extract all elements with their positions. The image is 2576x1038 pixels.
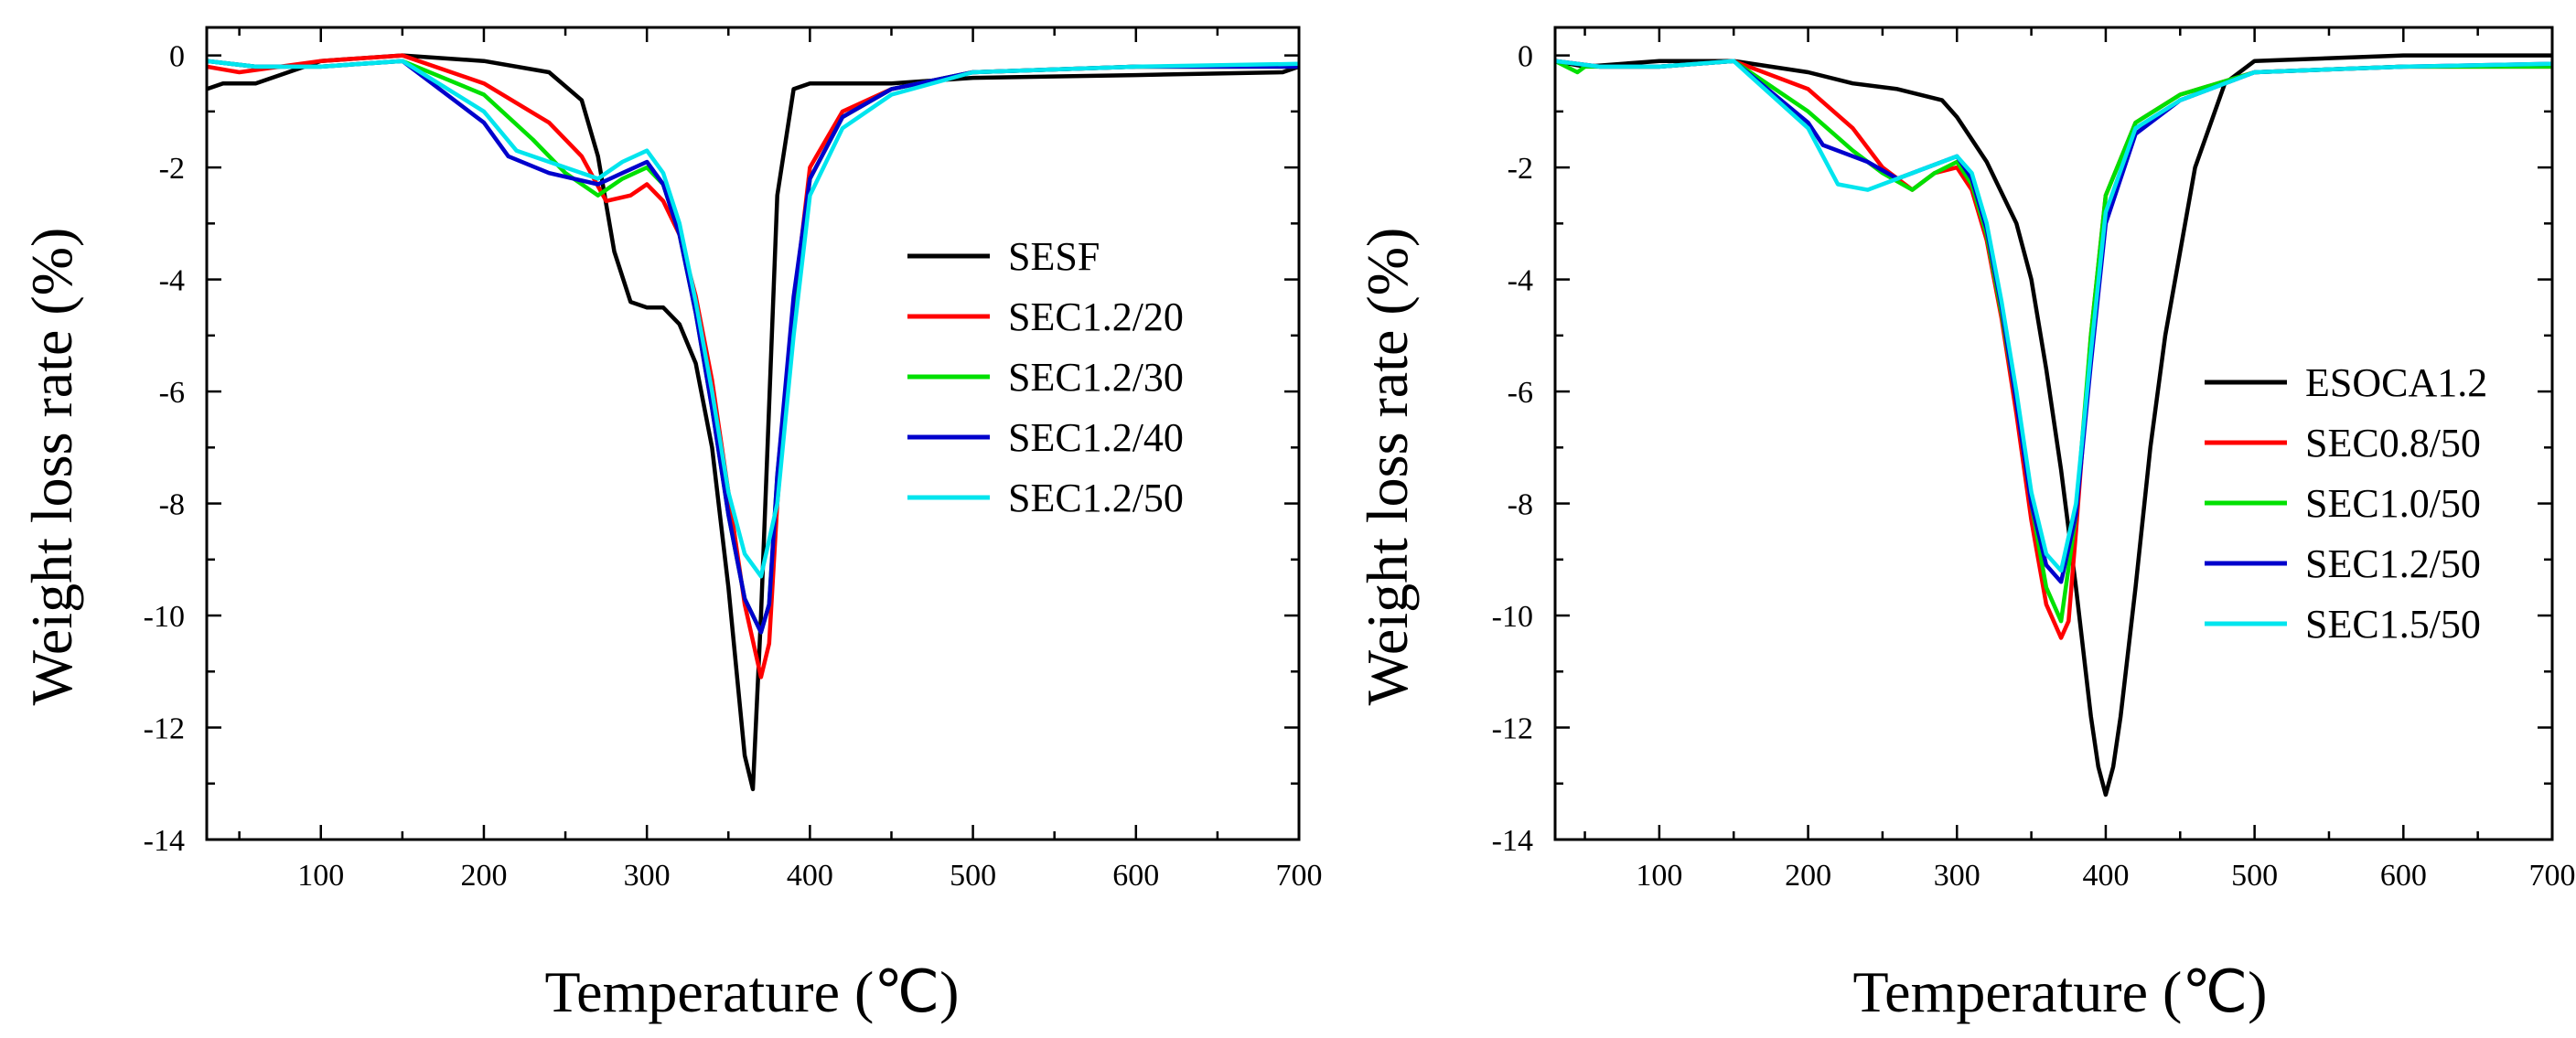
right-y-tick-label-neg2: -2: [1508, 152, 1533, 186]
left-y-tick-label-0: 0: [169, 40, 185, 74]
right-legend: ESOCA1.2 SEC0.8/50 SEC1.0/50 SEC1.2/50 SEC1.…: [2205, 360, 2487, 647]
right-y-tick-label-neg6: -6: [1508, 376, 1533, 410]
left-legend-label-1: SEC1.2/20: [1008, 294, 1184, 339]
right-series-line-2: [1555, 59, 2552, 624]
left-y-tick-label-neg12: -12: [144, 712, 185, 746]
left-x-tick-label-300: 300: [624, 859, 671, 893]
right-x-tick-label-300: 300: [1934, 859, 1980, 893]
left-y-axis-title: Weight loss rate (%): [19, 228, 84, 706]
right-series-line-4: [1555, 59, 2552, 573]
left-series-line-4: [207, 59, 1299, 579]
left-y-tick-label-neg8: -8: [159, 488, 185, 522]
left-x-tick-label-500: 500: [950, 859, 996, 893]
left-y-tick-label-neg4: -4: [159, 264, 185, 298]
right-y-tick-label-0: 0: [1518, 40, 1533, 74]
right-legend-label-2: SEC1.0/50: [2305, 481, 2481, 526]
right-y-tick-label-neg4: -4: [1508, 264, 1533, 298]
left-legend-label-4: SEC1.2/50: [1008, 476, 1184, 520]
right-legend-label-1: SEC0.8/50: [2305, 421, 2481, 465]
left-y-tick-label-neg10: -10: [144, 600, 185, 634]
left-x-tick-label-400: 400: [787, 859, 833, 893]
left-legend-label-3: SEC1.2/40: [1008, 415, 1184, 460]
right-x-axis-title: Temperature (℃): [1853, 959, 2268, 1024]
left-y-tick-label-neg6: -6: [159, 376, 185, 410]
left-x-axis-title: Temperature (℃): [545, 959, 960, 1024]
left-y-tick-label-neg14: -14: [144, 824, 185, 858]
right-x-tick-label-200: 200: [1785, 859, 1831, 893]
right-plot-frame: [1553, 26, 2554, 841]
left-legend: SESF SEC1.2/20 SEC1.2/30 SEC1.2/40 SEC1.2/50: [907, 234, 1184, 520]
right-x-tick-label-400: 400: [2082, 859, 2129, 893]
right-legend-label-0: ESOCA1.2: [2305, 360, 2487, 405]
left-x-tick-label-100: 100: [297, 859, 344, 893]
left-series-line-3: [207, 59, 1299, 635]
left-series-line-2: [207, 59, 1299, 635]
left-legend-label-2: SEC1.2/30: [1008, 355, 1184, 400]
left-plot-frame: [205, 26, 1301, 841]
right-legend-label-4: SEC1.5/50: [2305, 602, 2481, 647]
right-legend-label-3: SEC1.2/50: [2305, 541, 2481, 586]
right-y-tick-label-neg10: -10: [1492, 600, 1533, 634]
left-series-lines: [207, 53, 1299, 792]
right-x-tick-label-500: 500: [2231, 859, 2278, 893]
left-y-tick-label-neg2: -2: [159, 152, 185, 186]
left-chart: Weight loss rate (%) Temperature (℃) 100…: [19, 26, 1323, 1024]
left-x-tick-label-600: 600: [1112, 859, 1159, 893]
left-x-tick-label-700: 700: [1276, 859, 1323, 893]
right-chart: Weight loss rate (%) Temperature (℃) 100…: [1355, 26, 2576, 1024]
right-y-axis-title: Weight loss rate (%): [1355, 228, 1420, 706]
right-x-tick-label-600: 600: [2380, 859, 2427, 893]
left-series-line-0: [207, 53, 1299, 792]
right-y-tick-label-neg14: -14: [1492, 824, 1533, 858]
right-x-tick-label-700: 700: [2529, 859, 2576, 893]
right-y-tick-label-neg8: -8: [1508, 488, 1533, 522]
left-x-tick-label-200: 200: [460, 859, 507, 893]
right-series-line-0: [1555, 53, 2552, 797]
left-legend-label-0: SESF: [1008, 234, 1100, 279]
right-y-tick-label-neg12: -12: [1492, 712, 1533, 746]
right-series-lines: [1555, 53, 2552, 797]
right-x-tick-label-100: 100: [1636, 859, 1682, 893]
